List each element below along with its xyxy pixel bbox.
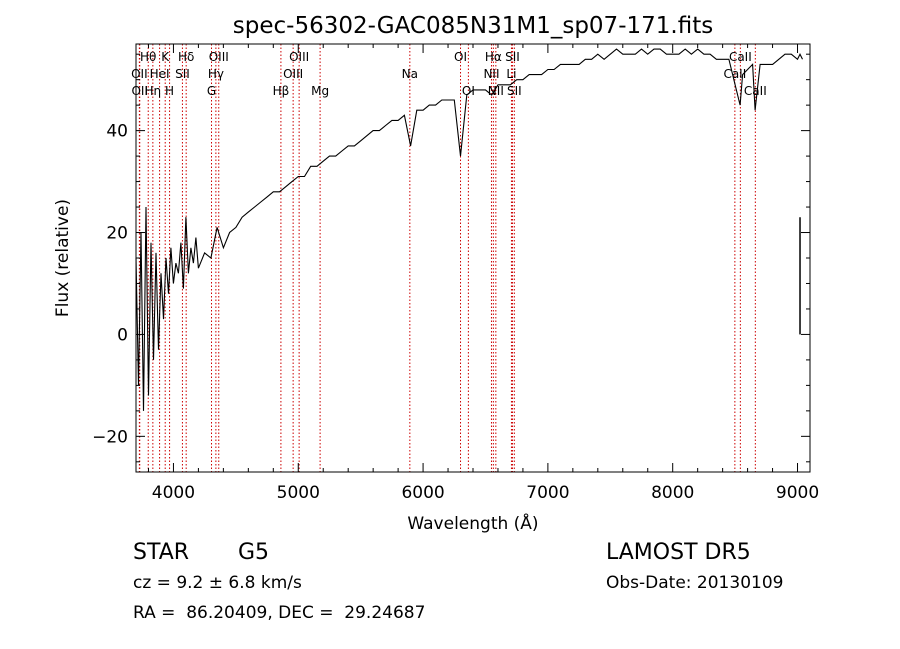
line-label-CaII: CaII: [729, 50, 752, 64]
line-label-OI: OI: [454, 50, 467, 64]
line-label-H: H: [165, 84, 174, 98]
line-label-OII: OII: [131, 67, 148, 81]
object-class: STAR: [133, 540, 190, 565]
x-tick-label: 4000: [152, 483, 195, 503]
observation-date: Obs-Date: 20130109: [606, 573, 784, 593]
chart-title: spec-56302-GAC085N31M1_sp07-171.fits: [233, 13, 713, 39]
line-label-Hθ: Hθ: [140, 50, 156, 64]
x-tick-label: 6000: [401, 483, 444, 503]
line-label-G: G: [207, 84, 216, 98]
ra-dec-coordinates: RA = 86.20409, DEC = 29.24687: [133, 603, 426, 623]
x-tick-label: 5000: [277, 483, 320, 503]
line-label-Hβ: Hβ: [273, 84, 290, 98]
line-label-CaII: CaII: [723, 67, 746, 81]
line-label-SII: SII: [507, 84, 522, 98]
line-label-HeI: HeI: [150, 67, 170, 81]
x-tick-label: 9000: [776, 483, 819, 503]
line-label-Hδ: Hδ: [178, 50, 194, 64]
line-label-OIII: OIII: [283, 67, 303, 81]
line-label-Hα: Hα: [485, 50, 502, 64]
line-label-SII: SII: [175, 67, 190, 81]
line-label-CaII: CaII: [744, 84, 767, 98]
line-label-Mg: Mg: [311, 84, 329, 98]
redshift-velocity: cz = 9.2 ± 6.8 km/s: [133, 573, 302, 593]
line-label-OI: OI: [462, 84, 475, 98]
line-label-NII: NII: [483, 67, 499, 81]
line-label-OIII: OIII: [289, 50, 309, 64]
line-label-NII: NII: [488, 84, 504, 98]
object-subclass: G5: [238, 540, 270, 565]
line-label-Hη: Hη: [145, 84, 162, 98]
survey-name: LAMOST DR5: [606, 540, 751, 565]
x-tick-label: 7000: [526, 483, 569, 503]
line-label-SII: SII: [505, 50, 520, 64]
plot-frame: [135, 43, 811, 473]
line-label-Hγ: Hγ: [208, 67, 224, 81]
line-label-Na: Na: [402, 67, 418, 81]
y-tick-label: 40: [106, 122, 128, 142]
y-tick-label: 0: [117, 325, 128, 345]
line-label-Li: Li: [506, 67, 516, 81]
y-axis-title: Flux (relative): [53, 199, 73, 317]
line-label-OIII: OIII: [209, 50, 229, 64]
x-axis-title: Wavelength (Å): [407, 512, 538, 534]
spectrum-line: [135, 48, 803, 411]
y-tick-label: −20: [92, 427, 128, 447]
y-tick-label: 20: [106, 224, 128, 244]
line-label-K: K: [161, 50, 170, 64]
x-tick-label: 8000: [651, 483, 694, 503]
